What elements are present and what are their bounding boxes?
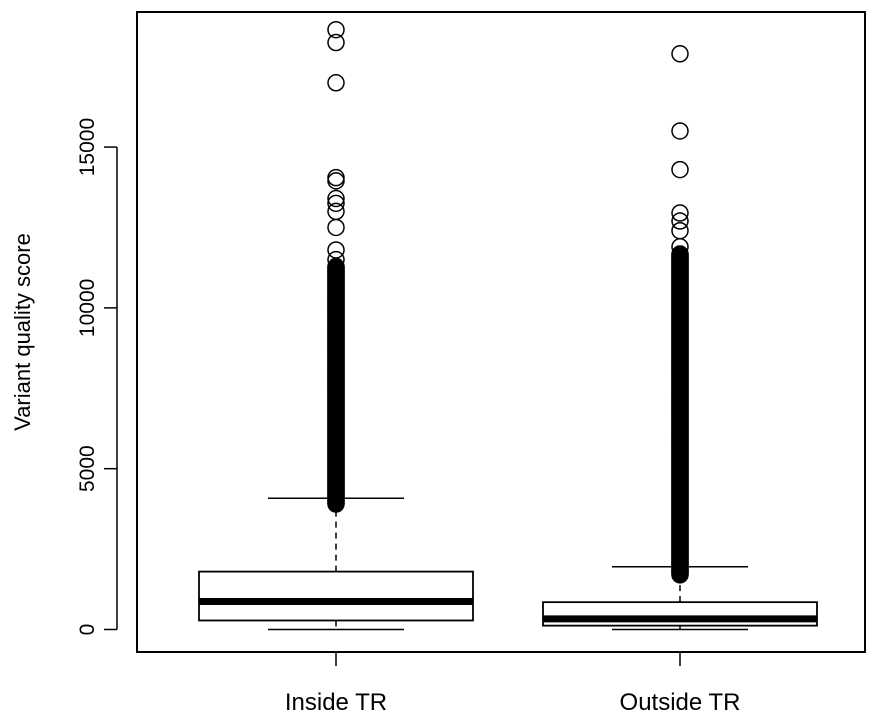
y-tick-label: 15000 xyxy=(76,118,99,176)
x-tick-label: Outside TR xyxy=(620,689,741,716)
y-axis-title: Variant quality score xyxy=(10,233,35,431)
x-tick-label: Inside TR xyxy=(285,689,387,716)
outlier-point xyxy=(327,74,345,92)
outlier-point xyxy=(327,218,345,237)
outlier-point xyxy=(327,194,345,213)
outlier-point xyxy=(327,33,345,52)
y-tick-label: 10000 xyxy=(76,279,99,337)
outlier-point xyxy=(327,20,345,39)
boxes xyxy=(198,20,818,631)
outlier-point xyxy=(327,250,345,269)
box-group xyxy=(198,20,474,631)
y-axis: 0 5000 10000 15000 xyxy=(76,118,118,636)
outlier-point xyxy=(327,202,345,221)
outlier-point xyxy=(671,45,689,63)
box-group xyxy=(542,45,818,631)
iqr-box xyxy=(198,570,474,622)
x-axis: Inside TR Outside TR xyxy=(285,652,741,716)
outlier-point xyxy=(671,212,689,230)
outlier-point xyxy=(671,204,689,222)
outlier-point xyxy=(671,221,689,240)
y-tick-label: 5000 xyxy=(76,445,99,492)
plot-frame xyxy=(136,11,866,653)
outlier-point xyxy=(671,160,689,179)
outlier-point xyxy=(327,241,345,259)
y-tick-label: 0 xyxy=(76,624,99,636)
outlier-point xyxy=(671,122,689,140)
outlier-point xyxy=(327,168,345,187)
outlier-point xyxy=(671,245,689,263)
outlier-point xyxy=(327,189,345,208)
outlier-point xyxy=(327,172,345,190)
